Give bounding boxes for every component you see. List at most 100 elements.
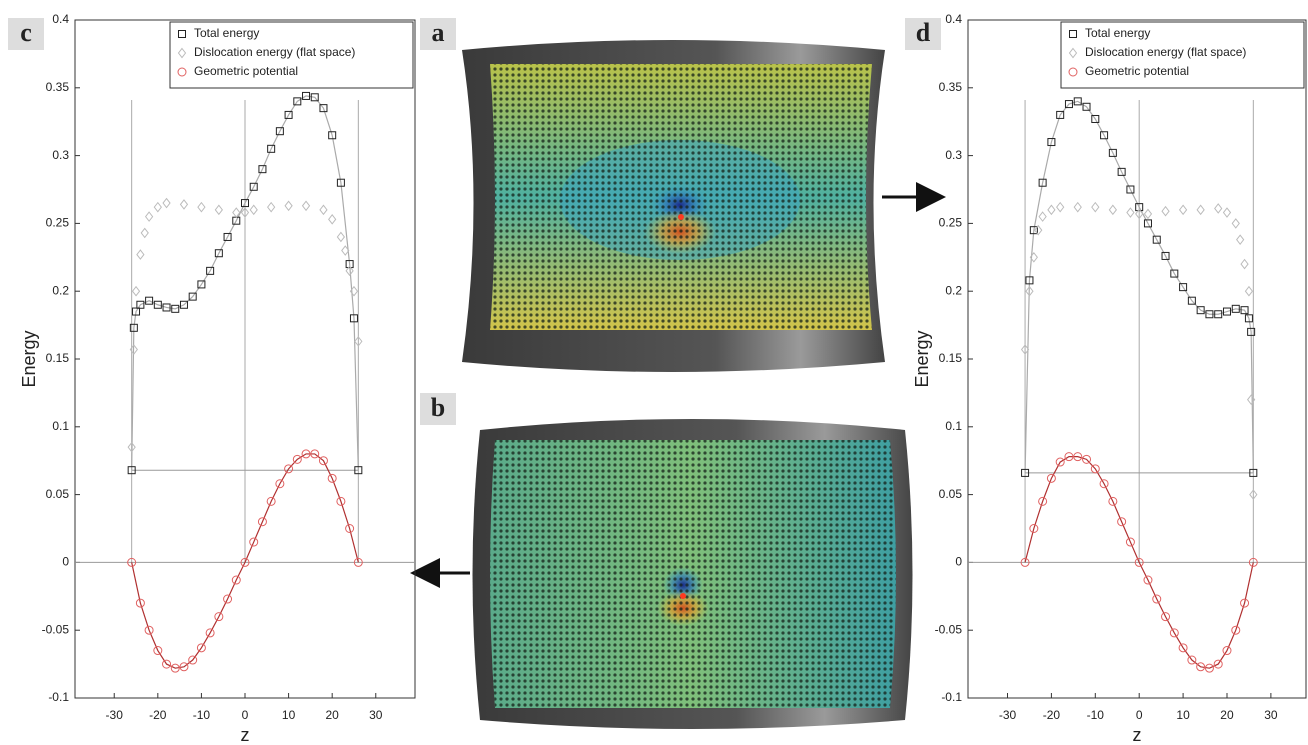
marker	[1038, 178, 1047, 187]
marker	[267, 144, 276, 153]
marker	[266, 496, 276, 506]
marker	[1056, 110, 1065, 119]
y-tick-label: 0.2	[52, 283, 69, 297]
marker	[162, 659, 172, 669]
marker	[1187, 296, 1196, 305]
marker	[170, 663, 180, 673]
marker	[328, 214, 337, 225]
marker	[1244, 314, 1253, 323]
x-tick-label: -20	[149, 708, 167, 722]
panel-label: d	[916, 18, 931, 47]
y-tick-label: -0.05	[935, 622, 963, 636]
legend-box	[169, 21, 414, 89]
cylinder-b	[472, 419, 913, 729]
marker	[136, 249, 145, 260]
legend-label: Dislocation energy (flat space)	[194, 45, 355, 59]
marker	[1240, 598, 1250, 608]
marker	[1047, 204, 1056, 216]
marker	[354, 466, 363, 475]
panel-label-box	[905, 18, 941, 50]
marker	[241, 199, 249, 208]
marker	[205, 628, 215, 638]
marker	[1082, 102, 1091, 111]
marker	[1100, 131, 1109, 140]
marker	[153, 646, 163, 656]
marker	[177, 67, 187, 77]
marker	[1231, 218, 1240, 229]
y-tick-label: 0.05	[46, 487, 70, 501]
marker	[214, 204, 223, 216]
marker	[178, 30, 186, 38]
plot-frame	[967, 19, 1307, 699]
y-tick-label: 0.1	[52, 419, 69, 433]
marker	[1073, 452, 1083, 462]
marker	[1135, 203, 1144, 212]
marker	[310, 93, 319, 102]
marker	[1135, 208, 1144, 220]
legend-label: Total energy	[1085, 26, 1150, 40]
legend-label: Geometric potential	[1085, 64, 1189, 78]
marker	[310, 449, 320, 459]
marker	[196, 643, 206, 653]
marker	[1143, 208, 1153, 220]
series-line	[131, 95, 359, 471]
marker	[1249, 489, 1258, 500]
x-tick-label: 10	[1176, 708, 1190, 722]
marker	[249, 182, 258, 191]
marker	[1091, 201, 1100, 213]
x-axis-label: z	[1133, 725, 1142, 745]
marker	[275, 479, 285, 489]
marker	[1099, 479, 1109, 489]
marker	[1108, 204, 1117, 216]
marker	[1222, 307, 1231, 316]
x-axis-label: z	[241, 725, 250, 745]
marker	[1143, 575, 1153, 585]
y-axis-label: Energy	[19, 330, 39, 387]
marker	[284, 464, 294, 474]
marker	[188, 655, 198, 665]
marker	[1064, 452, 1074, 462]
marker	[232, 207, 241, 218]
marker	[1178, 204, 1188, 216]
marker	[1161, 205, 1170, 217]
marker	[1214, 203, 1223, 214]
panel-label-box	[420, 18, 456, 50]
x-tick-label: -10	[193, 708, 211, 722]
legend-label: Dislocation energy (flat space)	[1085, 45, 1246, 59]
marker	[214, 612, 224, 622]
marker	[1069, 30, 1077, 38]
marker	[1169, 628, 1179, 638]
x-tick-label: 30	[1264, 708, 1278, 722]
x-tick-label: -20	[1043, 708, 1061, 722]
marker	[1029, 226, 1038, 235]
marker	[1029, 251, 1038, 263]
y-tick-label: 0.3	[52, 148, 69, 162]
marker	[1073, 201, 1082, 213]
y-tick-label: -0.1	[48, 690, 69, 704]
marker	[1152, 235, 1161, 244]
marker	[1179, 283, 1188, 292]
marker	[1108, 496, 1118, 506]
marker	[284, 200, 293, 212]
legend-label: Geometric potential	[194, 64, 298, 78]
marker	[293, 97, 302, 106]
marker	[1187, 655, 1197, 665]
y-tick-label: -0.1	[941, 690, 962, 704]
marker	[240, 207, 250, 218]
marker	[319, 204, 328, 216]
marker	[1126, 185, 1135, 194]
panel-label-box	[8, 18, 44, 50]
marker	[1196, 662, 1206, 672]
marker	[127, 441, 136, 453]
marker	[249, 537, 259, 547]
marker	[1222, 207, 1232, 218]
marker	[127, 466, 136, 475]
marker	[144, 625, 154, 635]
marker	[336, 178, 345, 187]
marker	[301, 449, 311, 459]
x-tick-label: 0	[242, 708, 249, 722]
marker	[1170, 269, 1179, 278]
y-tick-label: 0.25	[46, 216, 70, 230]
marker	[1020, 344, 1030, 355]
marker	[188, 292, 197, 301]
